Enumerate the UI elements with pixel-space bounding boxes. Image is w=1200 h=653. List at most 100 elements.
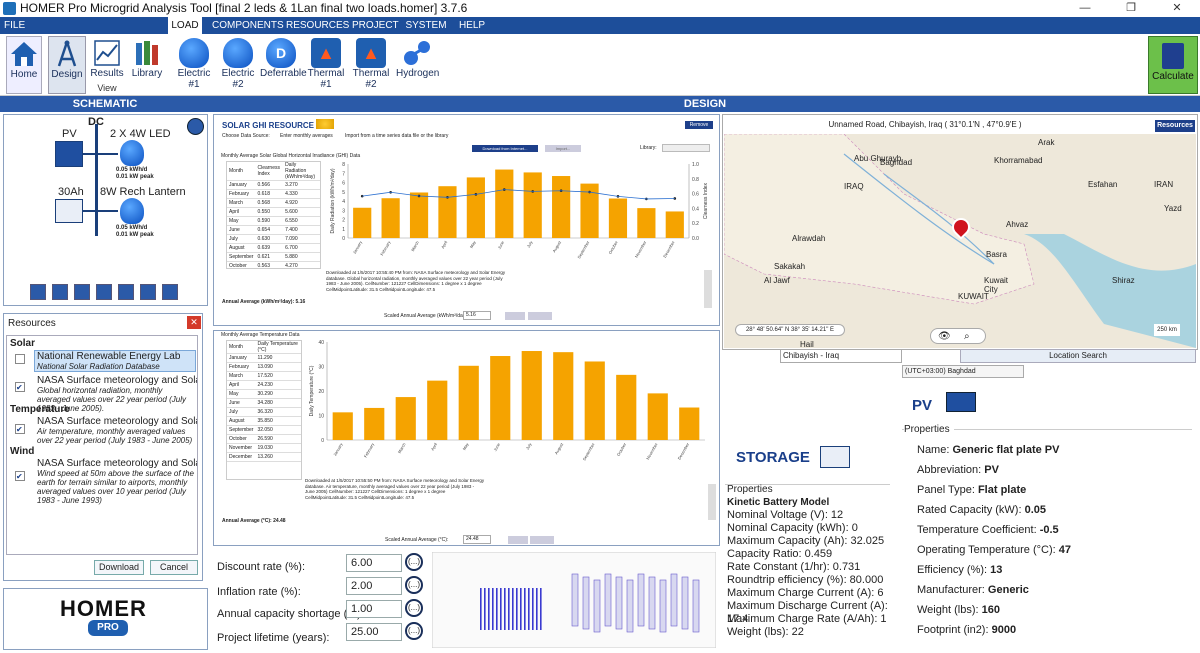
table-row[interactable]: June 34.280 [227, 398, 301, 408]
table-row[interactable]: August 35.850 [227, 416, 301, 426]
table-row[interactable]: March 0.568 4.920 [227, 198, 320, 208]
table-row[interactable]: October 0.563 4.270 [227, 261, 320, 268]
temp-export-button[interactable] [530, 536, 554, 544]
home-button[interactable]: Home [6, 36, 42, 94]
battery-schematic-icon[interactable] [55, 199, 83, 223]
y-tick-label: 0 [342, 236, 345, 242]
table-row[interactable]: April 24.230 [227, 380, 301, 390]
search-space-button[interactable]: (...) [405, 622, 423, 640]
table-row[interactable]: February 13.090 [227, 362, 301, 372]
thermal-1-button[interactable]: ▲ Thermal #1 [304, 36, 348, 94]
load2-bulb-icon[interactable] [120, 198, 144, 224]
temp-chart-title: Monthly Average Temperature Data [221, 332, 300, 338]
location-search-input[interactable]: Chibayish - Iraq [780, 349, 902, 363]
table-row[interactable]: November 19.030 [227, 443, 301, 453]
download-internet-button[interactable]: Download from Internet... [472, 145, 538, 152]
import-radio[interactable]: Import from a time series data file or t… [345, 133, 449, 139]
hydrogen-button[interactable]: Hydrogen [396, 36, 439, 94]
window-title: HOMER Pro Microgrid Analysis Tool [final… [20, 1, 468, 15]
remove-button[interactable]: Remove [685, 121, 713, 129]
eye-icon[interactable]: 👁 [938, 331, 951, 342]
table-row[interactable]: September 32.050 [227, 425, 301, 435]
checkbox-checked[interactable]: ✔ [15, 471, 25, 481]
menu-project[interactable]: PROJECT [352, 20, 399, 31]
menu-file[interactable]: FILE [4, 20, 26, 31]
load1-bulb-icon[interactable] [120, 140, 144, 166]
tool-icon[interactable] [52, 284, 68, 300]
solar-chart-title: Monthly Average Solar Global Horizontal … [221, 153, 361, 159]
menu-components[interactable]: COMPONENTS [212, 20, 284, 31]
search-space-button[interactable]: (...) [405, 599, 423, 617]
menu-load[interactable]: LOAD [168, 17, 202, 34]
pv-schematic-icon[interactable] [55, 141, 83, 167]
capacity-shortage-input[interactable]: 1.00 [346, 600, 402, 618]
map-canvas[interactable] [724, 134, 1196, 348]
cancel-button[interactable]: Cancel [150, 560, 198, 575]
download-button[interactable]: Download [94, 560, 144, 575]
tool-icon[interactable] [140, 284, 156, 300]
close-window-button[interactable]: ✕ [1172, 2, 1182, 14]
inflation-rate-input[interactable]: 2.00 [346, 577, 402, 595]
electric-1-button[interactable]: Electric #1 [172, 36, 216, 94]
thermal-2-button[interactable]: ▲ Thermal #2 [348, 36, 394, 94]
temp-scaled-input[interactable]: 24.48 [463, 535, 491, 544]
table-row[interactable]: April 0.550 5.600 [227, 207, 320, 217]
library-select[interactable] [662, 144, 710, 152]
close-icon[interactable]: ✕ [187, 316, 201, 329]
search-space-button[interactable]: (...) [405, 576, 423, 594]
timezone-select[interactable]: (UTC+03:00) Baghdad [902, 365, 1024, 378]
deferrable-button[interactable]: D Deferrable [260, 36, 307, 94]
project-lifetime-input[interactable]: 25.00 [346, 623, 402, 641]
location-search-button[interactable]: Location Search [960, 349, 1196, 363]
library-button[interactable]: Library [128, 36, 166, 94]
electric-2-button[interactable]: Electric #2 [216, 36, 260, 94]
pv-property: Name: Generic flat plate PV [917, 440, 1187, 460]
table-row[interactable]: December 13.260 [227, 452, 301, 462]
discount-rate-input[interactable]: 6.00 [346, 554, 402, 572]
checkbox[interactable] [15, 354, 25, 364]
search-icon[interactable]: ⌕ [964, 331, 970, 342]
solar-scaled-input[interactable]: 5.16 [463, 311, 491, 320]
table-row[interactable]: May 0.590 6.550 [227, 216, 320, 226]
table-row[interactable]: March 17.520 [227, 371, 301, 381]
menu-resources[interactable]: RESOURCES [286, 20, 350, 31]
tool-icon[interactable] [162, 284, 178, 300]
menu-system[interactable]: SYSTEM [405, 20, 447, 31]
solar-export-button[interactable] [528, 312, 552, 320]
table-row[interactable]: January 11.290 [227, 353, 301, 363]
search-space-button[interactable]: (...) [405, 553, 423, 571]
sun-icon [316, 119, 334, 129]
table-row[interactable]: September 0.621 5.880 [227, 252, 320, 262]
table-row[interactable]: May 30.290 [227, 389, 301, 399]
checkbox-checked[interactable]: ✔ [15, 424, 25, 434]
bar [381, 198, 400, 238]
table-header: Month [227, 162, 256, 181]
results-button[interactable]: Results [88, 36, 126, 94]
table-row[interactable]: January 0.566 3.270 [227, 180, 320, 190]
table-row[interactable]: February 0.618 4.330 [227, 189, 320, 199]
list-item[interactable] [34, 350, 196, 372]
tool-icon[interactable] [118, 284, 134, 300]
enter-monthly-radio[interactable]: Enter monthly averages [280, 133, 333, 139]
menu-help[interactable]: HELP [458, 20, 486, 31]
tool-icon[interactable] [96, 284, 112, 300]
minimize-button[interactable]: — [1079, 2, 1091, 14]
scrollbar[interactable] [704, 270, 712, 308]
design-button[interactable]: Design [48, 36, 86, 94]
checkbox-checked[interactable]: ✔ [15, 382, 25, 392]
resources-button[interactable]: Resources [1155, 120, 1195, 132]
maximize-button[interactable]: ❐ [1126, 2, 1136, 14]
table-row[interactable]: June 0.654 7.400 [227, 225, 320, 235]
refresh-icon[interactable] [187, 118, 204, 135]
tool-icon[interactable] [74, 284, 90, 300]
scrollbar[interactable] [708, 484, 716, 520]
table-row[interactable]: August 0.639 6.700 [227, 243, 320, 253]
table-row[interactable]: October 26.590 [227, 434, 301, 444]
calculate-button[interactable]: Calculate [1148, 36, 1198, 94]
tool-icon[interactable] [30, 284, 46, 300]
table-row[interactable]: July 36.320 [227, 407, 301, 417]
solar-plot-button[interactable] [505, 312, 525, 320]
temp-plot-button[interactable] [508, 536, 528, 544]
import-button[interactable]: Import... [545, 145, 581, 152]
table-row[interactable]: July 0.630 7.090 [227, 234, 320, 244]
